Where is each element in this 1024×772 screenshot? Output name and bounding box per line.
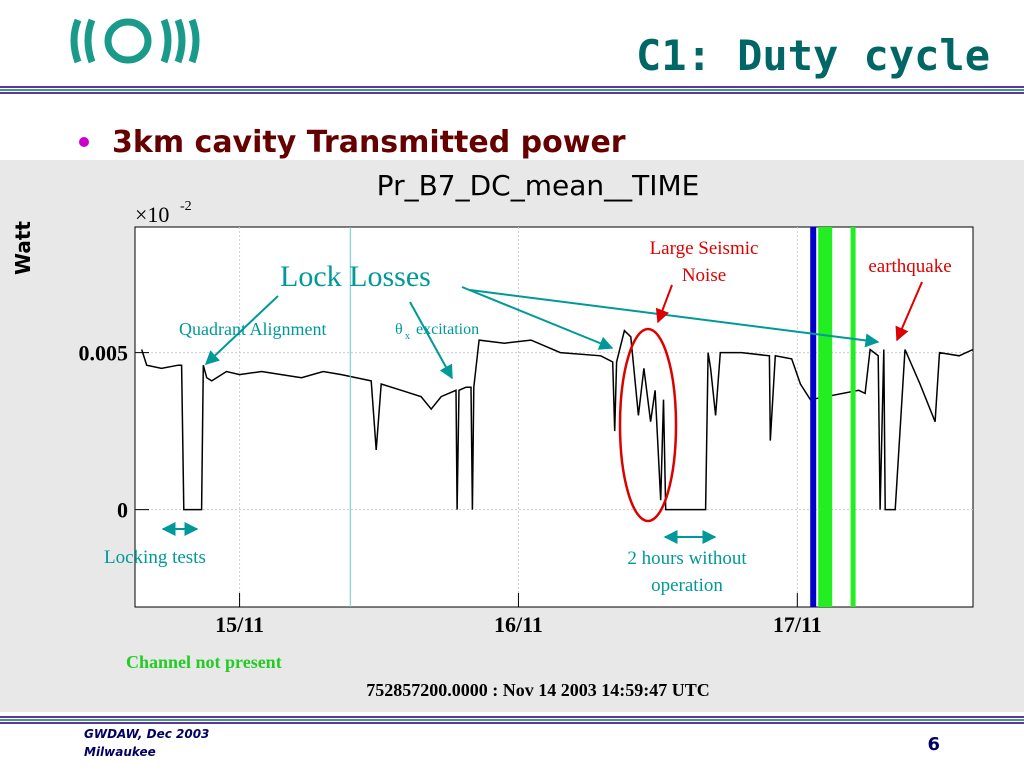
rule <box>0 722 1024 724</box>
rule <box>0 86 1024 88</box>
annotation: 2 hours without <box>627 548 747 569</box>
arrow <box>461 286 614 350</box>
data-line <box>140 329 974 511</box>
arrow <box>204 295 279 365</box>
vertical-marker <box>850 227 856 607</box>
rule <box>0 719 1024 721</box>
y-tick-label: 0.005 <box>79 341 129 366</box>
arrow <box>409 301 453 380</box>
annotation: x <box>405 331 410 342</box>
annotation: Lock Losses <box>280 260 431 293</box>
x-tick-label: 15/11 <box>215 612 264 637</box>
y-label: Watt <box>11 221 35 275</box>
y-multiplier-exponent: -2 <box>180 199 192 214</box>
x-tick-label: 17/11 <box>773 612 822 637</box>
annotation: θ <box>395 321 403 338</box>
page-number: 6 <box>927 734 940 755</box>
footer: Milwaukee <box>84 745 156 759</box>
chart-title: Pr_B7_DC_mean__TIME <box>377 169 700 202</box>
arrow <box>655 284 673 324</box>
annotation: Noise <box>682 265 726 286</box>
y-multiplier: ×10 <box>135 202 169 227</box>
vertical-marker <box>810 227 817 607</box>
arrow <box>469 289 880 348</box>
bullet-dot <box>79 137 89 147</box>
rule <box>0 92 1024 94</box>
plot-area <box>134 226 974 608</box>
annotation: operation <box>651 575 723 596</box>
annotation: Large Seismic <box>650 238 759 259</box>
vertical-marker <box>349 227 351 607</box>
vertical-marker <box>818 227 833 607</box>
annotation: excitation <box>416 321 479 338</box>
arrow <box>895 281 923 342</box>
y-tick-label: 0 <box>117 498 128 523</box>
logo <box>70 18 200 64</box>
rule <box>0 716 1024 718</box>
rule <box>0 89 1024 91</box>
highlight-ellipse <box>618 327 678 523</box>
annotation: Quadrant Alignment <box>179 319 326 339</box>
x-tick-label: 16/11 <box>494 612 543 637</box>
footer: GWDAW, Dec 2003 <box>84 727 209 741</box>
slide-title: C1: Duty cycle <box>636 31 990 80</box>
annotation: earthquake <box>868 256 951 277</box>
status: Channel not present <box>126 652 282 672</box>
timestamp: 752857200.0000 : Nov 14 2003 14:59:47 UT… <box>366 680 710 700</box>
bullet-text: 3km cavity Transmitted power <box>112 125 626 160</box>
annotation: Locking tests <box>104 547 206 568</box>
